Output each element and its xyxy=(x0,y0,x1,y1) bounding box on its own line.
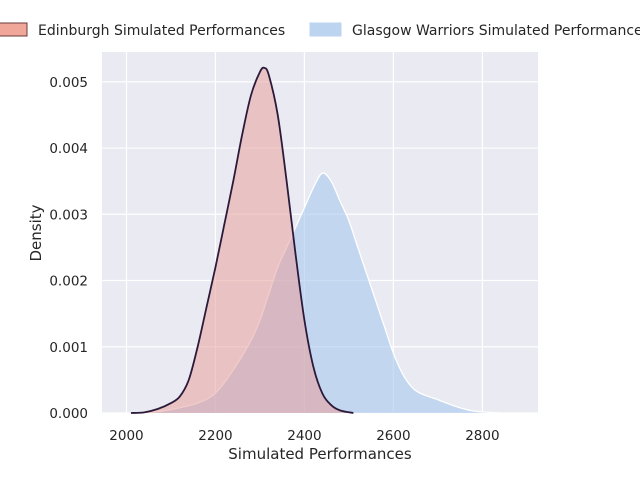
density-line-edinburgh xyxy=(130,66,354,414)
y-tick-label: 0.001 xyxy=(49,340,88,356)
legend: Edinburgh Simulated Performances Glasgow… xyxy=(0,22,640,39)
legend-label-glasgow: Glasgow Warriors Simulated Performances xyxy=(352,23,640,39)
density-area-glasgow xyxy=(144,173,501,413)
density-area-edinburgh xyxy=(130,67,354,413)
x-tick-label: 2600 xyxy=(376,428,410,444)
x-tick-label: 2400 xyxy=(287,428,321,444)
y-tick-label: 0.003 xyxy=(49,207,88,223)
legend-label-edinburgh: Edinburgh Simulated Performances xyxy=(38,23,285,39)
y-tick-label: 0.005 xyxy=(49,75,88,91)
legend-swatch-edinburgh xyxy=(0,22,28,37)
x-tick-label: 2000 xyxy=(109,428,143,444)
y-axis-label: Density xyxy=(27,204,45,261)
legend-swatch-glasgow xyxy=(309,22,342,37)
x-tick-label: 2200 xyxy=(198,428,232,444)
series-layer xyxy=(130,66,501,414)
y-tick-label: 0.000 xyxy=(49,406,88,422)
x-axis-label: Simulated Performances xyxy=(228,445,412,463)
y-tick-label: 0.004 xyxy=(49,141,88,157)
y-tick-label: 0.002 xyxy=(49,274,88,290)
x-tick-label: 2800 xyxy=(465,428,499,444)
tick-layer: 2000 2200 2400 2600 2800 0.000 0.001 0.002 0.003… xyxy=(49,75,499,444)
